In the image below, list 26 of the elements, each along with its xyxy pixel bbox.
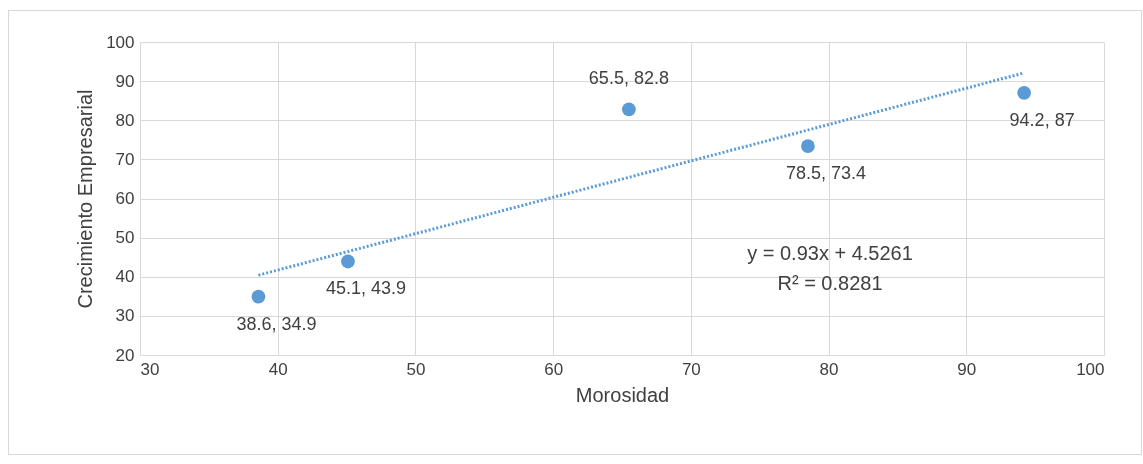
- x-tick-label: 50: [406, 359, 426, 379]
- x-tick-label: 90: [957, 359, 977, 379]
- y-tick-label: 70: [115, 149, 135, 169]
- y-tick-label: 40: [115, 267, 135, 287]
- y-tick-label: 90: [115, 71, 135, 91]
- data-label: 38.6, 34.9: [236, 313, 317, 334]
- y-tick-label: 80: [115, 110, 135, 130]
- y-tick-label: 60: [115, 189, 135, 208]
- y-tick-label: 20: [115, 345, 135, 365]
- y-tick-label: 100: [106, 32, 135, 52]
- y-axis-title: Crecimiento Empresarial: [74, 89, 97, 309]
- x-tick-label: 80: [819, 359, 839, 379]
- annotation: y = 0.93x + 4.5261: [747, 242, 913, 264]
- x-tick-label: 70: [681, 359, 701, 379]
- x-tick-label: 40: [268, 359, 288, 379]
- x-axis-title: Morosidad: [575, 383, 670, 406]
- y-tick-label: 50: [115, 228, 135, 248]
- data-label: 65.5, 82.8: [588, 68, 669, 89]
- annotation: R² = 0.8281: [777, 272, 883, 294]
- x-tick-label: 60: [544, 359, 564, 379]
- data-label: 45.1, 43.9: [325, 278, 406, 299]
- data-label: 94.2, 87: [1009, 109, 1075, 130]
- x-tick-label: 30: [140, 359, 160, 379]
- x-tick-label: 100: [1076, 359, 1105, 379]
- data-label: 78.5, 73.4: [785, 163, 866, 184]
- y-tick-label: 30: [115, 306, 135, 326]
